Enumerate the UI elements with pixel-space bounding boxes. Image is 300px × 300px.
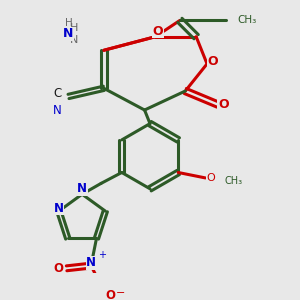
Text: O: O — [206, 173, 215, 183]
Text: H
N: H N — [70, 23, 78, 45]
Text: O: O — [207, 55, 218, 68]
Text: N: N — [54, 202, 64, 215]
Text: CH₃: CH₃ — [237, 15, 256, 26]
Text: O: O — [218, 98, 229, 111]
Text: H: H — [64, 18, 72, 28]
Text: N: N — [77, 182, 87, 195]
Text: N: N — [86, 256, 96, 269]
Text: N: N — [53, 103, 62, 116]
Text: N: N — [63, 28, 74, 40]
Text: O: O — [153, 25, 164, 38]
Text: O: O — [53, 262, 63, 275]
Text: C: C — [53, 87, 62, 100]
Text: CH₃: CH₃ — [224, 176, 242, 186]
Text: −: − — [116, 288, 126, 298]
Text: +: + — [98, 250, 106, 260]
Text: O: O — [105, 289, 115, 300]
